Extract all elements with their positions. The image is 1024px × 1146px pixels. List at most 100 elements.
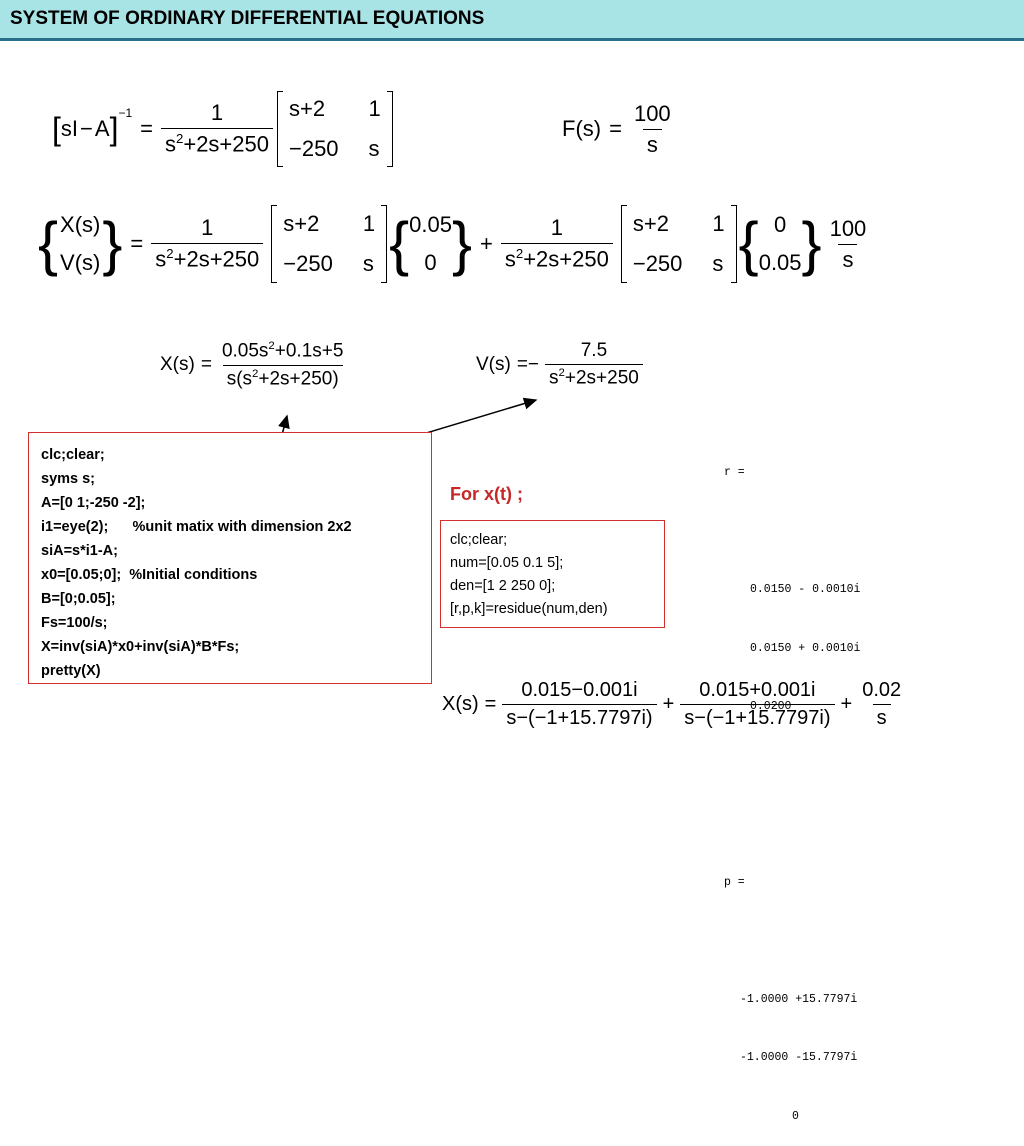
fraction-denominator: s2+2s+250	[161, 128, 273, 157]
fraction-numerator: 1	[210, 100, 224, 126]
den-part: s(s	[226, 367, 253, 389]
matrix-bracket-left	[271, 205, 278, 283]
matrix: s+2 1 −250 s	[283, 96, 387, 162]
fraction: 0.05s2+0.1s+5 s(s2+2s+250)	[218, 340, 348, 390]
den-s: s	[504, 246, 516, 272]
vector-b: 0 0.05	[759, 212, 802, 276]
output-value: 0.0150 + 0.0010i	[750, 641, 861, 655]
plus-sign: +	[840, 692, 853, 715]
code-line: i1=eye(2); %unit matix with dimension 2x…	[41, 519, 352, 535]
matrix-bracket-right	[730, 205, 737, 283]
matrix-cell: s	[368, 136, 380, 161]
output-value: 0.0200	[750, 700, 792, 713]
code-line: Fs=100/s;	[41, 615, 108, 631]
fraction-numerator: 1	[550, 215, 563, 241]
den-rest: +2s+250	[173, 246, 260, 272]
vector-cell: 0	[773, 212, 787, 237]
lhs-si: sI	[60, 116, 79, 141]
den-exponent: 2	[176, 131, 184, 147]
fraction: 100 s	[826, 216, 871, 273]
fraction: 100 s	[630, 101, 675, 158]
vector-x0: 0.05 0	[409, 212, 452, 276]
fraction-numerator: 0.015+0.001i	[699, 678, 816, 701]
den-exponent: 2	[166, 246, 174, 262]
brace-left: {	[38, 210, 59, 277]
den-part: s	[549, 367, 559, 389]
code-line: den=[1 2 250 0];	[450, 578, 556, 594]
output-blank	[724, 522, 860, 542]
code-box-matlab-symbolic: clc;clear; syms s; A=[0 1;-250 -2]; i1=e…	[28, 432, 432, 684]
title-bar	[0, 0, 1024, 41]
fraction-numerator: 0.015−0.001i	[521, 678, 638, 701]
equation-inverse: [ sI − A ] −1 = 1 s2+2s+250 s+2 1 −250 s	[52, 88, 393, 170]
fraction-numerator: 100	[633, 100, 671, 126]
matrix-cell: 1	[712, 211, 725, 236]
equals-sign: =	[130, 231, 144, 256]
brace-right: }	[801, 210, 822, 277]
matrix-cell: s+2	[283, 211, 320, 236]
page-title: SYSTEM OF ORDINARY DIFFERENTIAL EQUATION…	[10, 8, 485, 29]
fraction-denominator: s	[642, 128, 662, 158]
den-exponent: 2	[252, 367, 259, 380]
output-r-label: r =	[724, 466, 745, 479]
fraction: 1 s2+2s+250	[500, 215, 613, 272]
fraction-numerator: 0.05s2+0.1s+5	[218, 340, 348, 364]
den-s: s	[165, 131, 176, 157]
matrix: s+2 1 −250 s	[277, 211, 381, 277]
xs-lhs: X(s)	[160, 354, 195, 375]
fraction-denominator: s2+2s+250	[500, 243, 613, 272]
fraction-denominator: s(s2+2s+250)	[222, 364, 343, 390]
equation-fs: F(s) = 100 s	[562, 92, 675, 166]
vector-xv: X(s) V(s)	[60, 212, 100, 276]
output-value: -1.0000 -15.7797i	[740, 1051, 858, 1064]
code-line: x0=[0.05;0]; %Initial conditions	[41, 567, 258, 583]
matrix-cell: −250	[283, 251, 333, 276]
output-blank	[724, 814, 860, 834]
matrix-cell: −250	[288, 136, 339, 161]
code-line: B=[0;0.05];	[41, 591, 116, 607]
matlab-output: r = 0.0150 - 0.0010i 0.0150 + 0.0010i 0.…	[724, 424, 860, 1146]
code-line: num=[0.05 0.1 5];	[450, 555, 564, 571]
code-box-residue: clc;clear; num=[0.05 0.1 5]; den=[1 2 25…	[440, 520, 665, 628]
output-p-label: p =	[724, 875, 745, 889]
for-xt-label: For x(t) ;	[450, 484, 523, 504]
brace-left: {	[389, 210, 410, 277]
final-lhs: X(s)	[442, 692, 479, 715]
den-part: +2s+250)	[258, 367, 339, 389]
matrix-cell: s	[362, 251, 374, 276]
num-part: +0.1s+5	[274, 340, 344, 362]
den-rest: +2s+250	[183, 131, 269, 157]
code-line: clc;clear;	[41, 447, 105, 463]
code-line: A=[0 1;-250 -2];	[41, 495, 146, 511]
code-line: siA=s*i1-A;	[41, 543, 118, 559]
code-line: clc;clear;	[450, 532, 508, 548]
equals-sign: =−	[516, 354, 540, 375]
matrix: s+2 1 −250 s	[627, 211, 731, 277]
code-line: [r,p,k]=residue(num,den)	[450, 601, 608, 617]
matrix-cell: 1	[362, 211, 376, 236]
matrix-bracket-right	[381, 205, 388, 283]
fraction-numerator: 1	[201, 215, 214, 241]
matrix-bracket-left	[620, 205, 627, 283]
lhs-bracket-left: [	[52, 110, 61, 147]
code-line: pretty(X)	[41, 663, 101, 679]
equals-sign: =	[609, 116, 622, 141]
equals-sign: =	[484, 692, 497, 715]
code-line: X=inv(siA)*x0+inv(siA)*B*Fs;	[41, 639, 240, 655]
equals-sign: =	[140, 116, 153, 141]
output-blank	[724, 756, 860, 776]
num-exponent: 2	[268, 340, 275, 353]
matrix-bracket-left	[276, 91, 283, 167]
code-line: syms s;	[41, 471, 96, 487]
fraction-denominator: s−(−1+15.7797i)	[680, 703, 835, 730]
brace-left: {	[738, 210, 759, 277]
equals-sign: =	[200, 354, 212, 375]
matrix-cell: s	[712, 251, 724, 276]
plus-sign: +	[662, 692, 675, 715]
output-blank	[724, 931, 860, 951]
equation-final: X(s) = 0.015−0.001i s−(−1+15.7797i) + 0.…	[442, 668, 905, 740]
fraction-numerator: 7.5	[580, 340, 608, 362]
den-exponent: 2	[515, 246, 524, 262]
fraction: 1 s2+2s+250	[161, 100, 273, 157]
equation-vs: V(s) =− 7.5 s2+2s+250	[476, 332, 643, 398]
